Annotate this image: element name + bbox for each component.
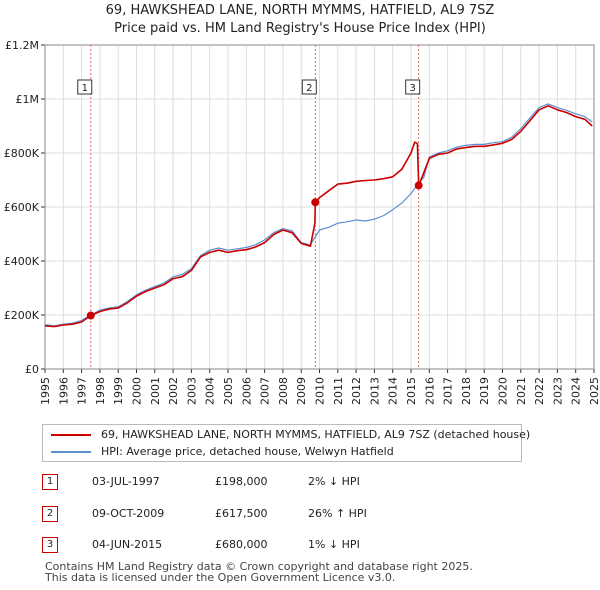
x-tick-label: 2012 <box>350 377 363 405</box>
x-tick-label: 2010 <box>314 377 327 405</box>
sale-label-text: 3 <box>409 83 415 94</box>
x-tick-label: 2019 <box>478 377 491 405</box>
chart-title: 69, HAWKSHEAD LANE, NORTH MYMMS, HATFIEL… <box>105 3 495 18</box>
chart-subtitle: Price paid vs. HM Land Registry's House … <box>114 21 486 36</box>
x-tick-label: 2005 <box>222 377 235 405</box>
x-tick-label: 2016 <box>423 377 436 405</box>
x-tick-label: 2024 <box>570 377 583 405</box>
sale-hpi-change: 26% ↑ HPI <box>308 507 367 520</box>
sale-price: £198,000 <box>215 475 268 488</box>
x-tick-label: 2025 <box>588 377 600 405</box>
sale-date: 09-OCT-2009 <box>92 507 165 520</box>
property-price-line <box>44 105 593 328</box>
plot-border <box>44 44 595 370</box>
x-tick-label: 2023 <box>551 377 564 405</box>
x-tick-label: 2021 <box>515 377 528 405</box>
footer-licence: This data is licensed under the Open Gov… <box>45 571 396 584</box>
x-tick-label: 1999 <box>112 377 125 405</box>
x-tick-label: 1995 <box>39 377 52 405</box>
sale-price: £680,000 <box>215 538 268 551</box>
sale-number-badge: 1 <box>42 474 58 490</box>
x-tick-label: 2003 <box>185 377 198 405</box>
x-tick-label: 2002 <box>167 377 180 405</box>
y-tick-label: £400K <box>4 255 40 268</box>
sale-label-box <box>405 79 421 95</box>
x-tick-label: 1997 <box>76 377 89 405</box>
x-tick-label: 2011 <box>332 377 345 405</box>
sale-date: 03-JUL-1997 <box>92 475 160 488</box>
x-tick-label: 2007 <box>259 377 272 405</box>
sale-label-text: 2 <box>306 83 312 94</box>
x-tick-label: 2017 <box>442 377 455 405</box>
x-tick-label: 2000 <box>131 377 144 405</box>
sale-hpi-change: 2% ↓ HPI <box>308 475 360 488</box>
hpi-line <box>44 103 593 327</box>
footer: Contains HM Land Registry data © Crown c… <box>45 561 473 583</box>
y-tick-label: £800K <box>4 147 40 160</box>
x-tick-label: 2013 <box>368 377 381 405</box>
sale-label-box <box>77 79 93 95</box>
x-tick-label: 1998 <box>94 377 107 405</box>
sale-hpi-change: 1% ↓ HPI <box>308 538 360 551</box>
y-tick-label: £1M <box>16 93 40 106</box>
x-tick-label: 2009 <box>295 377 308 405</box>
sale-date: 04-JUN-2015 <box>92 538 163 551</box>
x-tick-label: 2008 <box>277 377 290 405</box>
sale-label-text: 1 <box>82 83 88 94</box>
legend: 69, HAWKSHEAD LANE, NORTH MYMMS, HATFIEL… <box>42 424 530 462</box>
x-tick-label: 1996 <box>57 377 70 405</box>
sale-number-badge: 2 <box>42 506 58 522</box>
sale-label-box <box>301 79 317 95</box>
sale-point <box>86 311 95 320</box>
x-tick-label: 2022 <box>533 377 546 405</box>
x-tick-label: 2015 <box>405 377 418 405</box>
x-tick-label: 2001 <box>149 377 162 405</box>
price-chart: 1995 1996 1997 1998 1999 2000 2001 2002 2003 2004… <box>4 39 600 405</box>
x-tick-label: 2014 <box>387 377 400 405</box>
x-tick-label: 2004 <box>204 377 217 405</box>
y-tick-label: £1.2M <box>5 39 39 52</box>
sale-point <box>311 198 320 207</box>
legend-swatch-hpi <box>51 451 91 453</box>
legend-label-property: 69, HAWKSHEAD LANE, NORTH MYMMS, HATFIEL… <box>101 428 531 441</box>
x-tick-label: 2018 <box>460 377 473 405</box>
legend-swatch-property <box>51 434 91 436</box>
footer-copyright: Contains HM Land Registry data © Crown c… <box>45 560 473 573</box>
y-tick-label: £600K <box>4 201 40 214</box>
legend-label-hpi: HPI: Average price, detached house, Welw… <box>101 445 394 458</box>
y-tick-label: £200K <box>4 309 40 322</box>
sale-number-badge: 3 <box>42 537 58 553</box>
sale-price: £617,500 <box>215 507 268 520</box>
x-tick-label: 2020 <box>497 377 510 405</box>
sale-point <box>414 181 423 190</box>
x-tick-label: 2006 <box>240 377 253 405</box>
y-tick-label: £0 <box>25 363 39 376</box>
